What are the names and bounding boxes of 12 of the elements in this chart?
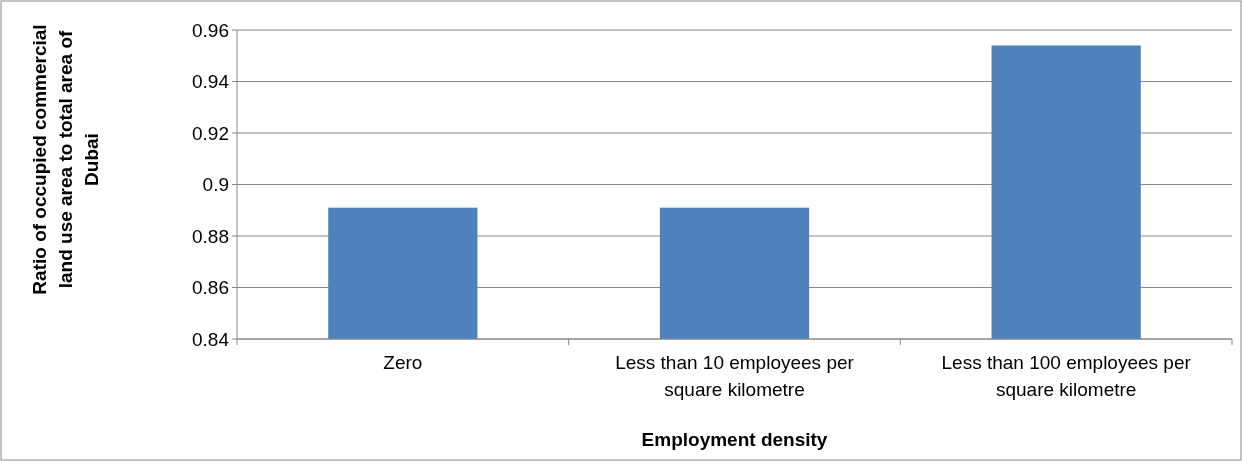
y-tick-label: 0.88 xyxy=(192,225,229,247)
y-tick-label: 0.86 xyxy=(192,277,229,299)
y-tick-label: 0.84 xyxy=(192,328,230,350)
y-tick-label: 0.94 xyxy=(192,71,230,93)
x-tick-label: Zero xyxy=(383,352,423,373)
x-tick-label: Less than 10 employees per square kilometre xyxy=(615,352,855,400)
y-tick-label: 0.96 xyxy=(192,19,229,41)
y-tick-label: 0.9 xyxy=(202,174,229,196)
y-tick-label: 0.92 xyxy=(192,122,229,144)
x-tick-label: Less than 100 employees per square kilometre xyxy=(941,352,1192,400)
y-axis-title: Ratio of occupied commercial land use area to total area of Dubai xyxy=(29,24,102,295)
x-axis-title: Employment density xyxy=(641,429,828,450)
